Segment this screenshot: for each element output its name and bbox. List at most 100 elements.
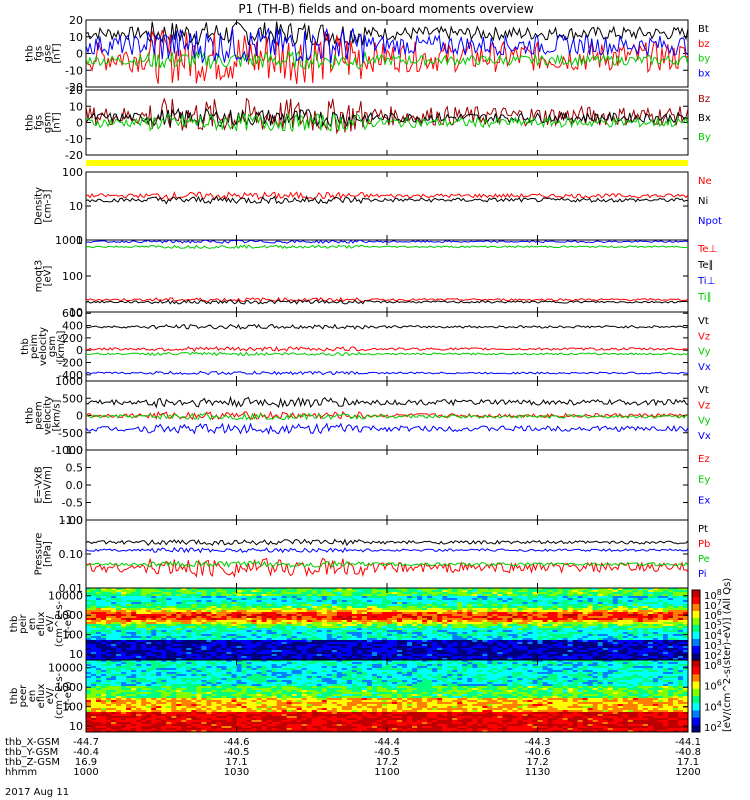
heatmap-cell (241, 636, 247, 639)
heatmap-cell (612, 604, 619, 607)
heatmap-cell (547, 622, 553, 625)
heatmap-cell (196, 656, 202, 659)
heatmap-cell (657, 648, 664, 651)
heatmap-cell (457, 590, 463, 593)
heatmap-cell (221, 604, 227, 607)
heatmap-cell (201, 620, 207, 623)
heatmap-cell (407, 594, 413, 597)
heatmap-cell (201, 600, 207, 603)
heatmap-cell (216, 612, 222, 615)
heatmap-cell (286, 620, 293, 623)
heatmap-cell (321, 650, 328, 653)
heatmap-cell (397, 652, 403, 655)
heatmap-cell (452, 616, 458, 619)
heatmap-cell (281, 656, 288, 659)
heatmap-cell (562, 626, 568, 629)
heatmap-cell (111, 636, 117, 639)
heatmap-cell (141, 656, 147, 659)
heatmap-cell (677, 608, 684, 611)
heatmap-cell (276, 614, 283, 617)
heatmap-cell (331, 664, 338, 667)
heatmap-cell (86, 618, 92, 621)
heatmap-cell (452, 664, 458, 667)
heatmap-cell (356, 658, 363, 660)
heatmap-cell (161, 650, 167, 653)
heatmap-cell (146, 610, 152, 613)
heatmap-cell (437, 628, 443, 631)
heatmap-cell (306, 592, 313, 595)
heatmap-cell (361, 614, 368, 617)
heatmap-cell (201, 624, 207, 627)
heatmap-cell (161, 640, 167, 643)
heatmap-cell (647, 632, 654, 635)
heatmap-cell (387, 588, 393, 591)
heatmap-cell (517, 620, 523, 623)
heatmap-cell (392, 644, 398, 647)
heatmap-cell (336, 654, 343, 657)
heatmap-cell (457, 636, 463, 639)
heatmap-cell (657, 654, 664, 657)
heatmap-cell (211, 656, 217, 659)
heatmap-cell (91, 636, 97, 639)
heatmap-cell (216, 600, 222, 603)
heatmap-cell (221, 612, 227, 615)
heatmap-cell (146, 664, 152, 667)
heatmap-cell (226, 660, 232, 663)
heatmap-cell (126, 632, 132, 635)
heatmap-cell (472, 600, 478, 603)
heatmap-cell (542, 652, 548, 655)
heatmap-cell (171, 638, 177, 641)
heatmap-cell (657, 614, 664, 617)
heatmap-cell (652, 640, 659, 643)
heatmap-cell (211, 640, 217, 643)
heatmap-cell (607, 594, 614, 597)
heatmap-cell (351, 620, 358, 623)
heatmap-cell (407, 608, 413, 611)
heatmap-cell (397, 640, 403, 643)
heatmap-cell (291, 660, 298, 663)
heatmap-cell (617, 644, 624, 647)
heatmap-cell (336, 618, 343, 621)
heatmap-cell (562, 594, 568, 597)
heatmap-cell (356, 634, 363, 637)
heatmap-cell (652, 654, 659, 657)
heatmap-cell (106, 626, 112, 629)
heatmap-cell (311, 614, 318, 617)
heatmap-cell (592, 614, 599, 617)
heatmap-cell (111, 618, 117, 621)
heatmap-cell (417, 592, 423, 595)
heatmap-cell (156, 628, 162, 631)
heatmap-cell (311, 598, 318, 601)
heatmap-cell (186, 664, 192, 667)
heatmap-cell (206, 654, 212, 657)
heatmap-cell (632, 634, 639, 637)
heatmap-cell (572, 628, 579, 631)
heatmap-cell (632, 590, 639, 593)
heatmap-cell (452, 644, 458, 647)
heatmap-cell (437, 658, 443, 660)
heatmap-cell (547, 600, 553, 603)
heatmap-cell (547, 616, 553, 619)
heatmap-cell (397, 588, 403, 591)
legend-Ti∥: Ti∥ (697, 292, 712, 303)
heatmap-cell (482, 632, 488, 635)
heatmap-cell (236, 654, 242, 657)
heatmap-cell (136, 630, 142, 633)
heatmap-cell (562, 588, 568, 591)
heatmap-cell (417, 634, 423, 637)
heatmap-cell (111, 660, 117, 663)
heatmap-cell (106, 614, 112, 617)
heatmap-cell (191, 630, 197, 633)
heatmap-cell (171, 610, 177, 613)
heatmap-cell (96, 626, 102, 629)
heatmap-cell (507, 658, 513, 660)
heatmap-cell (657, 652, 664, 655)
heatmap-cell (417, 658, 423, 660)
heatmap-cell (381, 628, 388, 631)
heatmap-cell (301, 648, 308, 651)
heatmap-cell (371, 612, 378, 615)
panel-frame (85, 519, 689, 589)
heatmap-cell (366, 604, 373, 607)
heatmap-cell (231, 636, 237, 639)
heatmap-cell (131, 610, 137, 613)
